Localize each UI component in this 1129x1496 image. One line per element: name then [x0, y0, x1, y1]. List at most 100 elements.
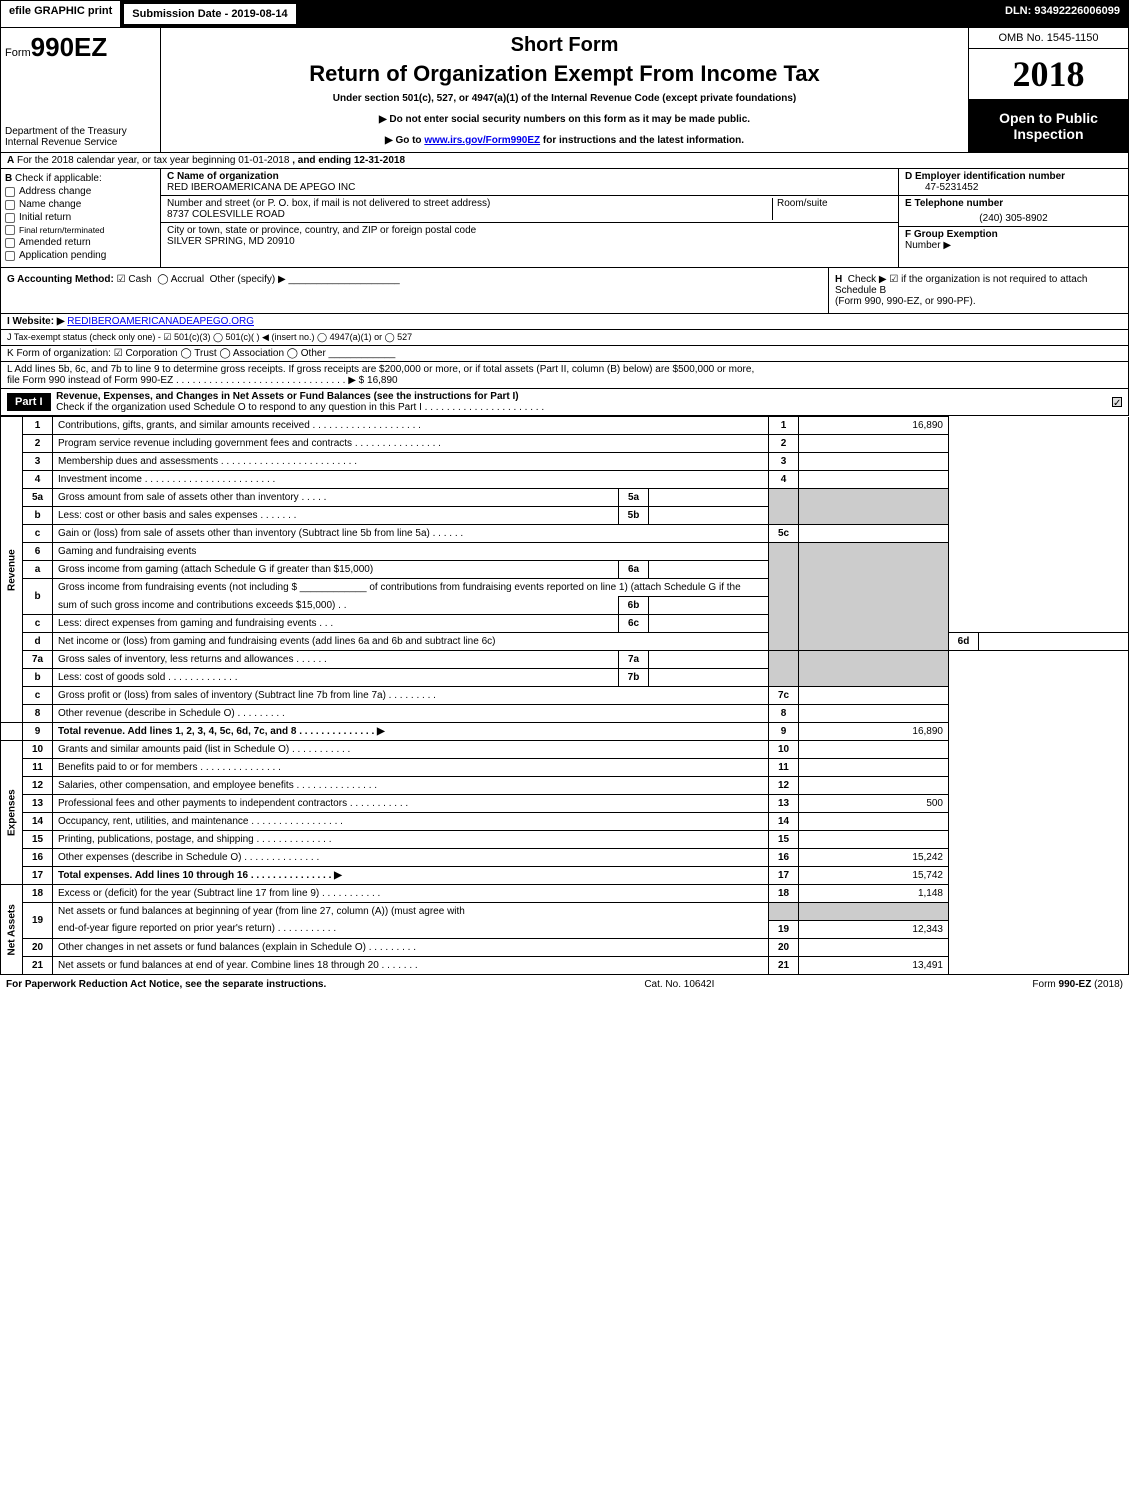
city-label: City or town, state or province, country…	[167, 225, 892, 236]
checkbox-icon[interactable]	[5, 200, 15, 210]
int-line-val	[649, 489, 769, 507]
line-ref: 10	[769, 741, 799, 759]
line-num: 13	[23, 795, 53, 813]
row-c-city: City or town, state or province, country…	[161, 223, 898, 267]
line-9: 9 Total revenue. Add lines 1, 2, 3, 4, 5…	[1, 723, 1129, 741]
line-desc: Gross amount from sale of assets other t…	[53, 489, 619, 507]
line-num: d	[23, 633, 53, 651]
line-amount	[799, 435, 949, 453]
checkbox-icon[interactable]	[5, 238, 15, 248]
int-line-ref: 6a	[619, 561, 649, 579]
b-header: B Check if applicable:	[5, 173, 156, 184]
cb-address-change: Address change	[5, 186, 156, 197]
checkbox-icon[interactable]	[5, 251, 15, 261]
line-num: 12	[23, 777, 53, 795]
addr-label: Number and street (or P. O. box, if mail…	[167, 198, 772, 209]
row-a-text2: , and ending 12-31-2018	[292, 155, 405, 166]
line-num: 5a	[23, 489, 53, 507]
int-line-val	[649, 615, 769, 633]
line-ref: 8	[769, 705, 799, 723]
k-text: K Form of organization: ☑ Corporation ◯ …	[7, 348, 326, 359]
dept-line2: Internal Revenue Service	[5, 137, 156, 148]
line-desc: Grants and similar amounts paid (list in…	[53, 741, 769, 759]
shade-cell	[769, 489, 799, 525]
line-desc: Gain or (loss) from sale of assets other…	[53, 525, 769, 543]
line-6: 6 Gaming and fundraising events	[1, 543, 1129, 561]
line-ref: 4	[769, 471, 799, 489]
line-ref: 5c	[769, 525, 799, 543]
instruction-1: ▶ Do not enter social security numbers o…	[167, 114, 962, 125]
line-ref: 17	[769, 867, 799, 885]
cb-label: Initial return	[19, 212, 71, 223]
line-desc: Gross sales of inventory, less returns a…	[53, 651, 619, 669]
part1-check: Check if the organization used Schedule …	[56, 402, 544, 413]
int-line-val	[649, 507, 769, 525]
checkbox-icon[interactable]	[5, 225, 15, 235]
dln-label: DLN: 93492226006099	[997, 1, 1128, 27]
omb-number: OMB No. 1545-1150	[969, 28, 1128, 49]
line-11: 11 Benefits paid to or for members . . .…	[1, 759, 1129, 777]
int-line-val	[649, 561, 769, 579]
line-num: 1	[23, 417, 53, 435]
line-num: 3	[23, 453, 53, 471]
cb-label: Final return/terminated	[19, 225, 105, 235]
line-amount: 16,890	[799, 723, 949, 741]
line-desc: Professional fees and other payments to …	[53, 795, 769, 813]
part1-checkbox-icon[interactable]: ✓	[1112, 397, 1122, 407]
line-ref: 6d	[949, 633, 979, 651]
h-text3: (Form 990, 990-EZ, or 990-PF).	[835, 296, 976, 307]
j-text: J Tax-exempt status (check only one) - ☑…	[7, 332, 412, 342]
row-g-h: G Accounting Method: ☑ Cash ◯ Accrual Ot…	[0, 268, 1129, 314]
part1-title-block: Revenue, Expenses, and Changes in Net As…	[56, 391, 1108, 413]
l6b-d1: Gross income from fundraising events (no…	[58, 582, 300, 593]
line-desc: Salaries, other compensation, and employ…	[53, 777, 769, 795]
line-desc: Benefits paid to or for members . . . . …	[53, 759, 769, 777]
side-blank	[1, 723, 23, 741]
line-16: 16 Other expenses (describe in Schedule …	[1, 849, 1129, 867]
line-6d: d Net income or (loss) from gaming and f…	[1, 633, 1129, 651]
line-num: c	[23, 525, 53, 543]
line-17: 17 Total expenses. Add lines 10 through …	[1, 867, 1129, 885]
line-num: 17	[23, 867, 53, 885]
line-ref: 9	[769, 723, 799, 741]
row-k: K Form of organization: ☑ Corporation ◯ …	[0, 346, 1129, 362]
website-link[interactable]: REDIBEROAMERICANADEAPEGO.ORG	[67, 316, 254, 327]
efile-label: efile GRAPHIC print	[1, 1, 121, 27]
cb-amended-return: Amended return	[5, 237, 156, 248]
line-num: 8	[23, 705, 53, 723]
l-text2: file Form 990 instead of Form 990-EZ . .…	[7, 375, 1122, 386]
line-num: 2	[23, 435, 53, 453]
row-a: A For the 2018 calendar year, or tax yea…	[0, 153, 1129, 169]
row-g: G Accounting Method: ☑ Cash ◯ Accrual Ot…	[1, 268, 828, 313]
line-desc: Contributions, gifts, grants, and simila…	[53, 417, 769, 435]
line-desc: Less: direct expenses from gaming and fu…	[53, 615, 619, 633]
row-c-address: Number and street (or P. O. box, if mail…	[161, 196, 898, 223]
col-c: C Name of organization RED IBEROAMERICAN…	[161, 169, 898, 267]
line-desc: Printing, publications, postage, and shi…	[53, 831, 769, 849]
g-accrual: Accrual	[171, 274, 204, 285]
line-desc: Membership dues and assessments . . . . …	[53, 453, 769, 471]
line-num: 18	[23, 885, 53, 903]
shade-cell	[799, 489, 949, 525]
line-desc: Other revenue (describe in Schedule O) .…	[53, 705, 769, 723]
line-num: 20	[23, 938, 53, 956]
form-number-big: 990EZ	[31, 32, 108, 62]
int-line-val	[649, 669, 769, 687]
top-bar: efile GRAPHIC print Submission Date - 20…	[0, 0, 1129, 28]
irs-link[interactable]: www.irs.gov/Form990EZ	[424, 135, 540, 146]
row-c-name: C Name of organization RED IBEROAMERICAN…	[161, 169, 898, 196]
line-amount	[799, 525, 949, 543]
line-desc: Total expenses. Add lines 10 through 16 …	[53, 867, 769, 885]
checkbox-icon[interactable]	[5, 213, 15, 223]
line-ref: 18	[769, 885, 799, 903]
line-14: 14 Occupancy, rent, utilities, and maint…	[1, 813, 1129, 831]
cb-initial-return: Initial return	[5, 212, 156, 223]
int-line-val	[649, 651, 769, 669]
line-desc: Excess or (deficit) for the year (Subtra…	[53, 885, 769, 903]
line-7a: 7a Gross sales of inventory, less return…	[1, 651, 1129, 669]
line-num: c	[23, 615, 53, 633]
tax-year: 2018	[969, 49, 1128, 100]
footer-left: For Paperwork Reduction Act Notice, see …	[6, 979, 326, 990]
checkbox-icon[interactable]	[5, 187, 15, 197]
short-form-title: Short Form	[167, 34, 962, 57]
